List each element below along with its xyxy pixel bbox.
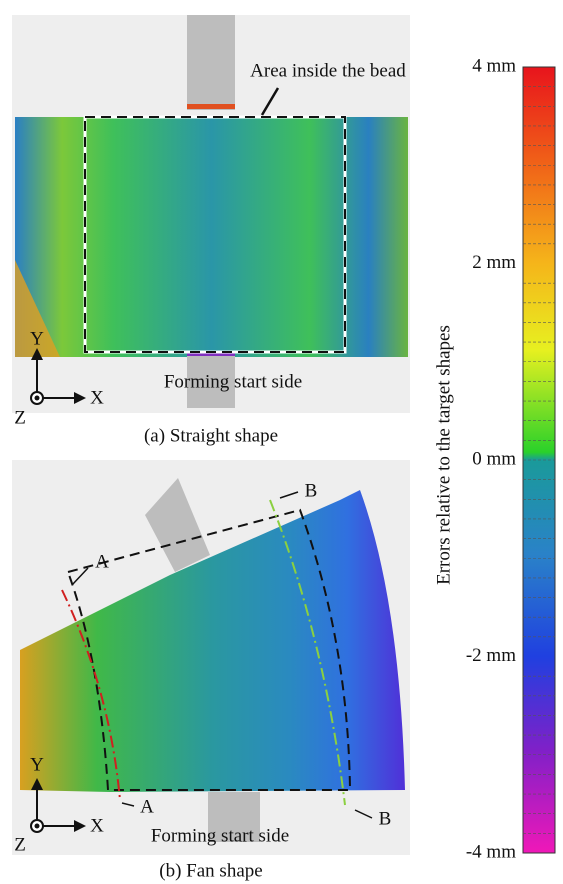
section-label: A: [140, 796, 154, 817]
section-label: B: [305, 480, 318, 501]
tab: [187, 15, 235, 110]
colorbar: Errors relative to the target shapes 4 m…: [433, 55, 555, 862]
colorbar-label: 0 mm: [472, 448, 516, 469]
axis-label: Z: [14, 834, 26, 855]
measured-surface: [15, 117, 408, 357]
colorbar-label: -2 mm: [466, 645, 516, 666]
colorbar-title: Errors relative to the target shapes: [433, 325, 454, 585]
colorbar-label: -4 mm: [466, 841, 516, 862]
bottom-label: Forming start side: [164, 371, 302, 392]
colorbar-label: 2 mm: [472, 252, 516, 273]
annotation: Area inside the bead: [250, 60, 406, 81]
caption: (a) Straight shape: [144, 425, 278, 446]
section-label: B: [379, 808, 392, 829]
section-label: A: [95, 551, 109, 572]
bottom-label: Forming start side: [151, 825, 289, 846]
axis-label: X: [90, 387, 104, 408]
axis-label: X: [90, 815, 104, 836]
tab-edge: [187, 104, 235, 109]
colorbar-label: 4 mm: [472, 55, 516, 76]
figure: Area inside the bead Forming start side …: [0, 0, 563, 884]
axis-label: Y: [30, 754, 44, 775]
axis-label: Y: [30, 328, 44, 349]
panel-a: Area inside the bead Forming start side …: [12, 15, 410, 446]
caption: (b) Fan shape: [159, 860, 262, 881]
axis-label: Z: [14, 407, 26, 428]
panel-b: A A B B Forming start side Y X Z (b) Fan…: [12, 460, 410, 881]
